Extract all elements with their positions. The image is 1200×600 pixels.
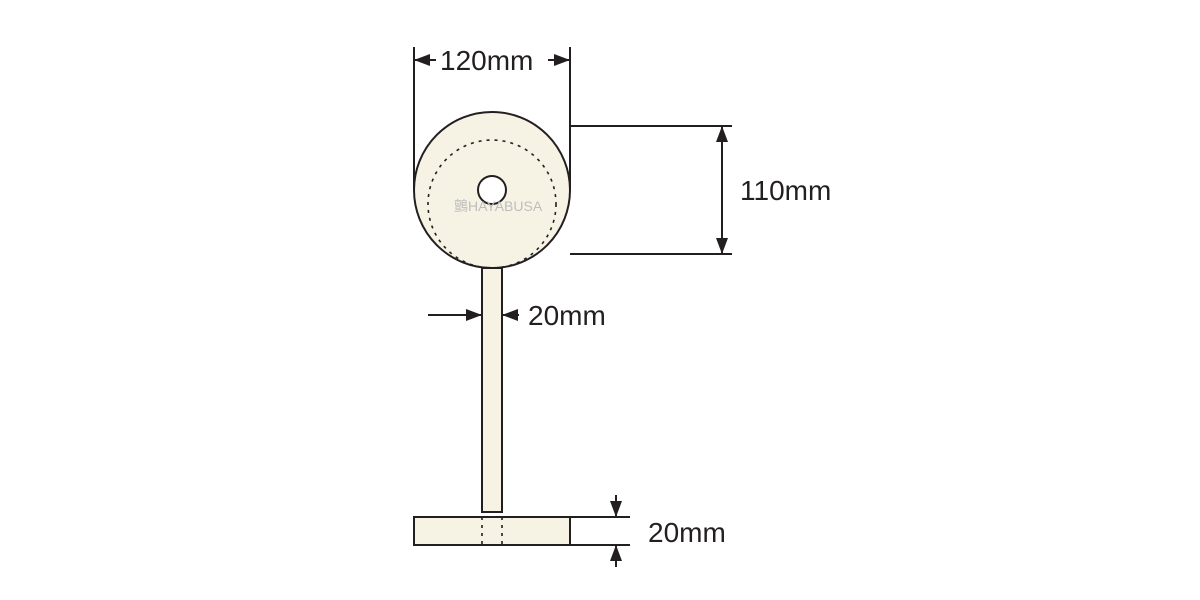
dim-thickness: 20mm xyxy=(648,517,726,548)
dim-inner-diameter: 110mm xyxy=(740,175,831,206)
dim-shaft-diameter: 20mm xyxy=(528,300,606,331)
dim-outer-diameter: 120mm xyxy=(440,45,533,76)
watermark-text: HAYABUSA xyxy=(468,198,543,214)
watermark-glyph: 鸇 xyxy=(454,198,468,214)
